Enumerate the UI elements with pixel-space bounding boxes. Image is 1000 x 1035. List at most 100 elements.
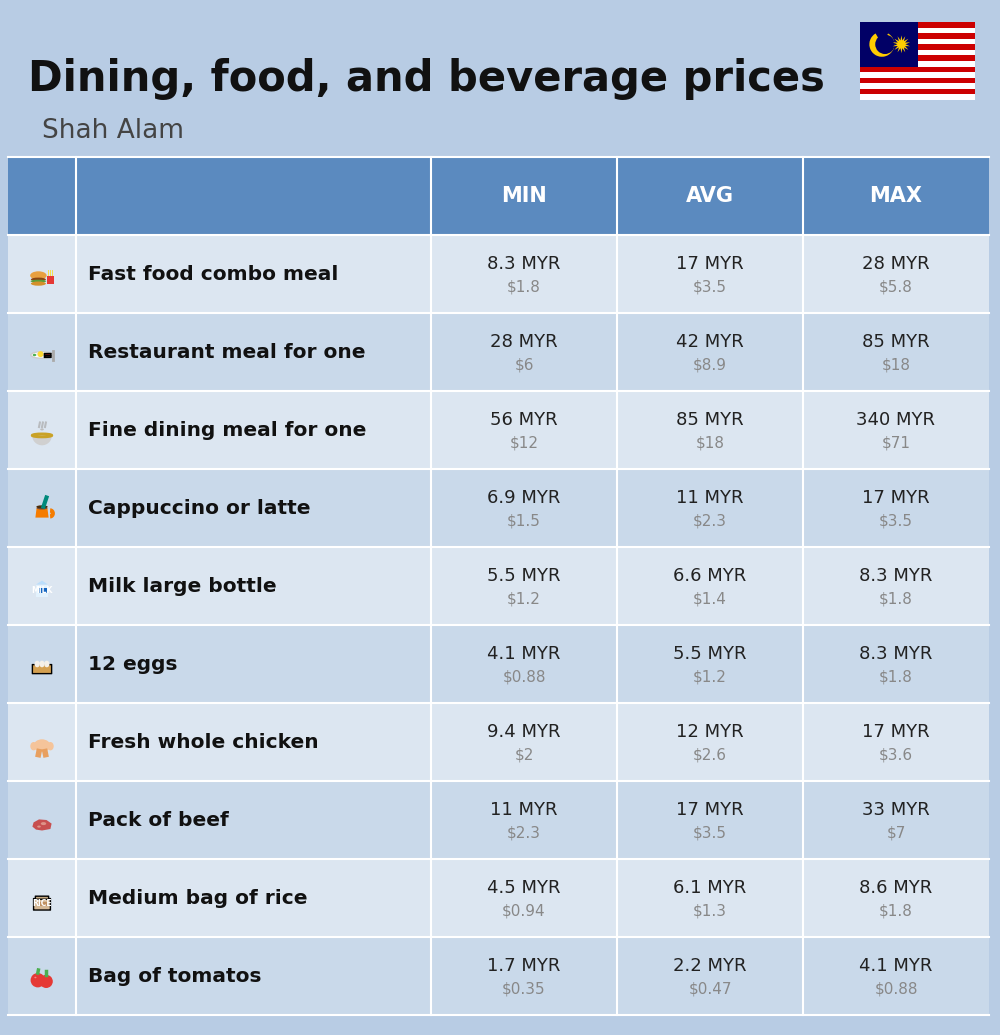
Text: $5.8: $5.8: [879, 279, 913, 295]
Bar: [803, 235, 989, 313]
Ellipse shape: [36, 505, 48, 508]
Text: 8.3 MYR: 8.3 MYR: [859, 645, 933, 662]
Ellipse shape: [47, 742, 54, 750]
Text: Pack of beef: Pack of beef: [88, 810, 229, 829]
Circle shape: [38, 351, 44, 357]
Text: 9.4 MYR: 9.4 MYR: [487, 722, 561, 741]
Circle shape: [875, 34, 895, 54]
Ellipse shape: [37, 506, 47, 509]
Text: 33 MYR: 33 MYR: [862, 801, 930, 819]
Bar: [617, 781, 803, 859]
Text: AVG: AVG: [686, 186, 734, 206]
Text: 56 MYR: 56 MYR: [490, 411, 558, 428]
Text: 12 MYR: 12 MYR: [676, 722, 744, 741]
Bar: [860, 89, 975, 94]
Bar: [431, 859, 617, 937]
FancyBboxPatch shape: [44, 356, 51, 357]
Text: 5.5 MYR: 5.5 MYR: [487, 567, 561, 585]
Text: $18: $18: [696, 436, 724, 451]
Text: 17 MYR: 17 MYR: [676, 255, 744, 273]
Ellipse shape: [39, 660, 45, 668]
Text: 11 MYR: 11 MYR: [676, 489, 744, 507]
Ellipse shape: [30, 271, 47, 279]
Text: 85 MYR: 85 MYR: [862, 333, 930, 351]
Text: 85 MYR: 85 MYR: [676, 411, 744, 428]
Ellipse shape: [36, 352, 45, 357]
Bar: [803, 313, 989, 391]
Circle shape: [40, 975, 53, 988]
Bar: [860, 66, 975, 72]
Bar: [8, 548, 431, 625]
Text: Medium bag of rice: Medium bag of rice: [88, 888, 308, 908]
Text: 28 MYR: 28 MYR: [862, 255, 930, 273]
Text: 6.9 MYR: 6.9 MYR: [487, 489, 561, 507]
Bar: [431, 781, 617, 859]
Text: 6.1 MYR: 6.1 MYR: [673, 879, 747, 897]
Bar: [431, 469, 617, 548]
Text: 17 MYR: 17 MYR: [862, 722, 930, 741]
Ellipse shape: [34, 660, 40, 668]
Bar: [47, 275, 54, 284]
Text: Fast food combo meal: Fast food combo meal: [88, 265, 338, 284]
Bar: [803, 937, 989, 1015]
Bar: [431, 313, 617, 391]
FancyBboxPatch shape: [34, 898, 50, 910]
Bar: [8, 625, 431, 703]
Bar: [617, 469, 803, 548]
Text: 8.3 MYR: 8.3 MYR: [859, 567, 933, 585]
Bar: [8, 391, 431, 469]
Bar: [803, 157, 989, 235]
Text: $1.8: $1.8: [507, 279, 541, 295]
Bar: [431, 937, 617, 1015]
Bar: [431, 391, 617, 469]
Bar: [38, 589, 46, 593]
Text: $0.47: $0.47: [688, 982, 732, 997]
Ellipse shape: [41, 822, 46, 825]
FancyBboxPatch shape: [35, 896, 49, 899]
Text: RICE: RICE: [32, 899, 52, 908]
Text: 8.6 MYR: 8.6 MYR: [859, 879, 933, 897]
Text: $8.9: $8.9: [693, 358, 727, 373]
Bar: [8, 937, 431, 1015]
Ellipse shape: [31, 282, 46, 286]
Bar: [860, 33, 975, 38]
Ellipse shape: [34, 739, 50, 751]
Ellipse shape: [34, 977, 36, 978]
Bar: [8, 781, 431, 859]
Bar: [803, 391, 989, 469]
Bar: [617, 937, 803, 1015]
Wedge shape: [32, 436, 52, 445]
Text: $1.3: $1.3: [693, 904, 727, 919]
FancyBboxPatch shape: [32, 664, 52, 674]
Bar: [803, 703, 989, 781]
Text: $1.8: $1.8: [879, 904, 913, 919]
Bar: [8, 157, 431, 235]
Text: $3.5: $3.5: [879, 513, 913, 529]
Text: $71: $71: [882, 436, 910, 451]
Ellipse shape: [31, 435, 53, 439]
Bar: [803, 548, 989, 625]
Text: 2.2 MYR: 2.2 MYR: [673, 957, 747, 975]
Text: $2.6: $2.6: [693, 747, 727, 763]
Polygon shape: [35, 508, 49, 518]
Text: $7: $7: [886, 826, 906, 840]
Bar: [8, 859, 431, 937]
Text: $1.8: $1.8: [879, 670, 913, 685]
Text: 1.7 MYR: 1.7 MYR: [487, 957, 561, 975]
Bar: [617, 859, 803, 937]
Text: 6.6 MYR: 6.6 MYR: [673, 567, 747, 585]
Text: $3.5: $3.5: [693, 279, 727, 295]
Text: Shah Alam: Shah Alam: [42, 118, 184, 144]
Text: $6: $6: [514, 358, 534, 373]
Bar: [431, 548, 617, 625]
Text: MIN: MIN: [501, 186, 547, 206]
Bar: [617, 548, 803, 625]
Bar: [617, 391, 803, 469]
Text: MAX: MAX: [870, 186, 922, 206]
Polygon shape: [893, 35, 910, 53]
Bar: [860, 22, 918, 66]
Text: 28 MYR: 28 MYR: [490, 333, 558, 351]
Ellipse shape: [30, 742, 37, 750]
Text: $18: $18: [882, 358, 910, 373]
Text: $1.8: $1.8: [879, 592, 913, 607]
